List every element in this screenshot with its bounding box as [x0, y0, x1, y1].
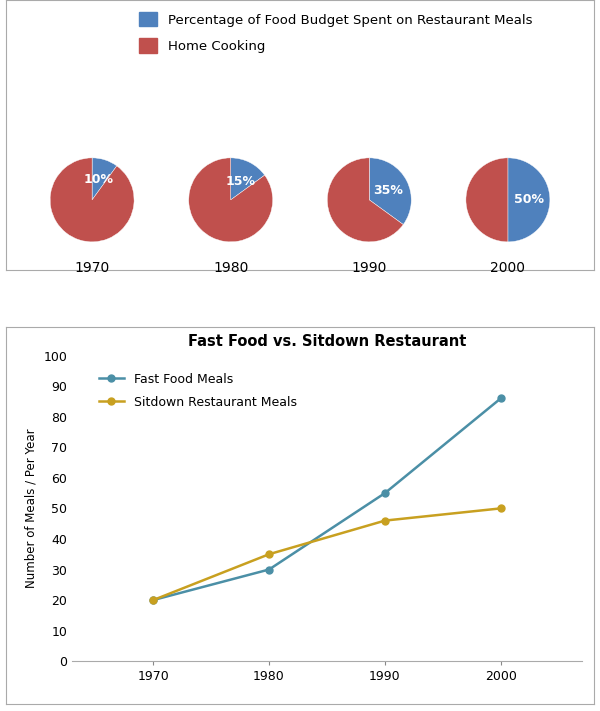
Line: Fast Food Meals: Fast Food Meals — [149, 395, 505, 604]
Text: 1970: 1970 — [74, 261, 110, 274]
Text: 1980: 1980 — [213, 261, 248, 274]
Fast Food Meals — [382, 489, 389, 498]
Wedge shape — [508, 158, 550, 242]
Wedge shape — [50, 158, 134, 242]
Legend: Fast Food Meals, Sitdown Restaurant Meals: Fast Food Meals, Sitdown Restaurant Meal… — [94, 368, 302, 414]
Wedge shape — [328, 158, 403, 242]
Fast Food Meals — [149, 596, 157, 604]
Text: 50%: 50% — [514, 193, 544, 206]
Line: Sitdown Restaurant Meals: Sitdown Restaurant Meals — [149, 505, 505, 604]
Sitdown Restaurant Meals — [149, 596, 157, 604]
Text: 10%: 10% — [83, 173, 113, 186]
Y-axis label: Number of Meals / Per Year: Number of Meals / Per Year — [25, 429, 38, 588]
Text: 2000: 2000 — [490, 261, 526, 274]
Text: 15%: 15% — [225, 175, 255, 188]
Sitdown Restaurant Meals — [497, 504, 505, 513]
Fast Food Meals — [497, 394, 505, 402]
Text: 35%: 35% — [373, 184, 403, 197]
Sitdown Restaurant Meals — [265, 550, 272, 559]
Wedge shape — [189, 158, 272, 242]
Wedge shape — [369, 158, 411, 225]
Wedge shape — [92, 158, 117, 200]
Fast Food Meals — [265, 565, 272, 574]
Legend: Percentage of Food Budget Spent on Restaurant Meals, Home Cooking: Percentage of Food Budget Spent on Resta… — [139, 12, 532, 53]
Wedge shape — [466, 158, 508, 242]
Title: Fast Food vs. Sitdown Restaurant: Fast Food vs. Sitdown Restaurant — [188, 333, 466, 349]
Text: 1990: 1990 — [352, 261, 387, 274]
Sitdown Restaurant Meals — [382, 516, 389, 525]
Wedge shape — [230, 158, 265, 200]
